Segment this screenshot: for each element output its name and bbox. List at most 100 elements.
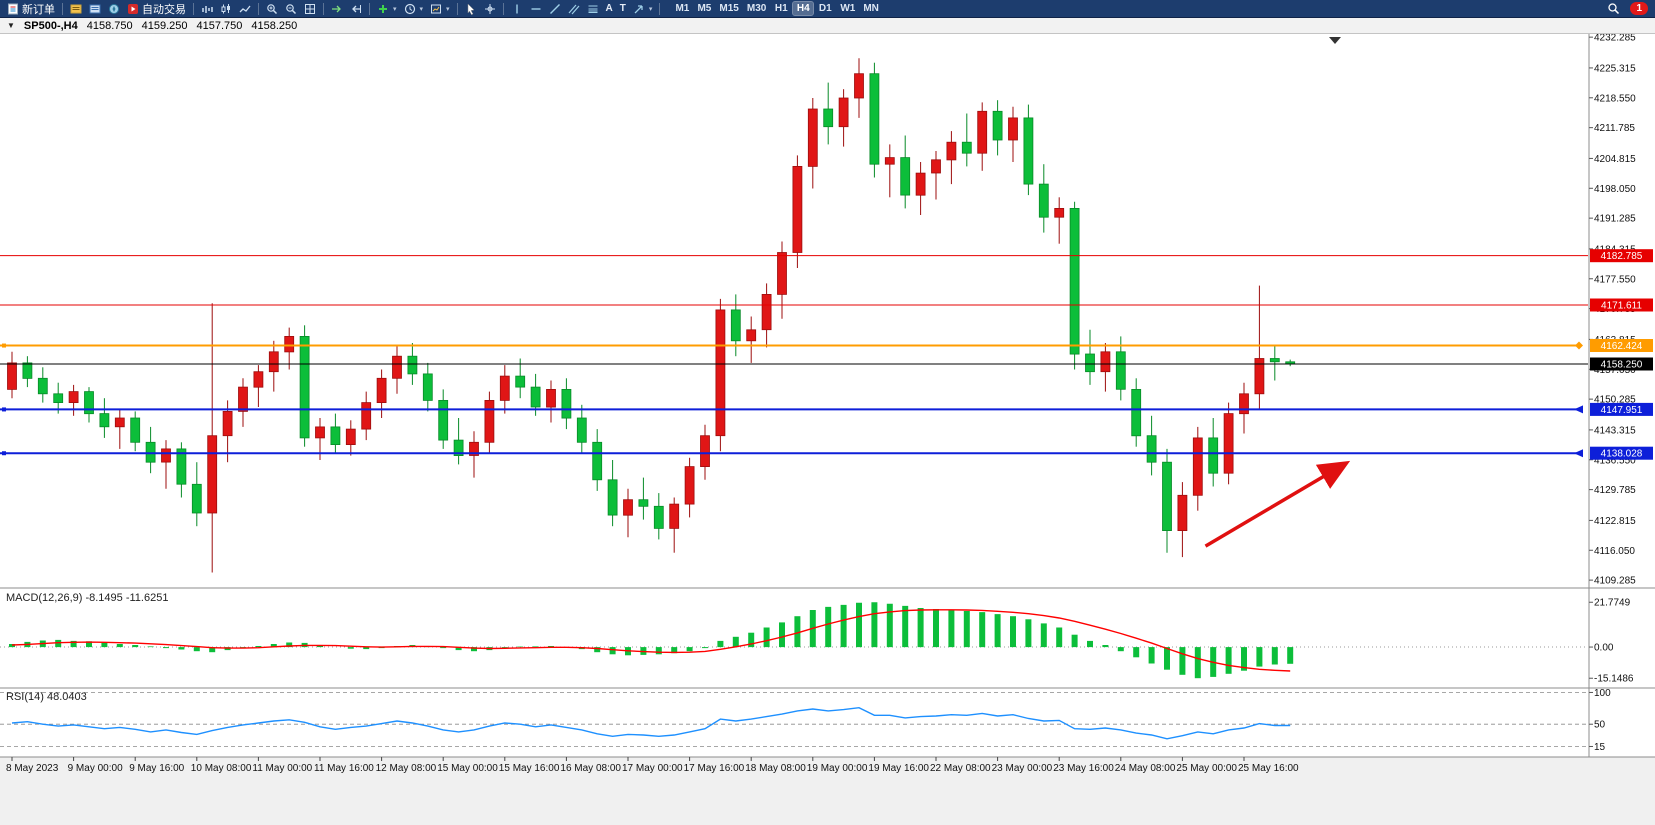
price-tag-label: 4162.424 [1601,341,1643,352]
line-handle[interactable] [2,451,6,456]
crosshair-button[interactable] [481,1,499,17]
ohlc-low: 4157.750 [196,19,243,32]
market-watch-button[interactable] [67,1,85,17]
chart-shift-button[interactable] [347,1,365,17]
trend-arrow-annotation[interactable] [1204,460,1351,548]
chart-menu-icon[interactable]: ▼ [7,21,15,30]
fibonacci-icon [587,3,599,15]
price-axis-label: 4218.550 [1594,93,1636,104]
navigator-button[interactable] [105,1,123,17]
horizontal-line-4182.785[interactable]: 4182.785 [0,249,1653,263]
line-chart-icon [239,3,251,15]
timeframe-button-m5[interactable]: M5 [694,2,714,15]
candlestick-chart-button[interactable] [217,1,235,17]
auto-scroll-button[interactable] [328,1,346,17]
timeframe-button-m30[interactable]: M30 [744,2,769,15]
timeframe-button-m1[interactable]: M1 [672,2,692,15]
search-button[interactable] [1604,1,1623,17]
toolbar-separator [659,2,661,15]
price-axis-label: 4136.550 [1594,455,1636,466]
price-tag [1590,339,1653,352]
timeframe-button-mn[interactable]: MN [860,2,882,15]
price-axis-label: 4109.285 [1594,576,1636,587]
timeframe-button-m15[interactable]: M15 [716,2,741,15]
autotrade-button[interactable]: 自动交易 [124,1,189,17]
search-icon [1607,2,1620,15]
chevron-down-icon: ▾ [419,5,424,13]
horizontal-line-4171.611[interactable]: 4171.611 [0,298,1653,312]
line-end-marker [1575,341,1583,350]
time-axis-label: 17 May 16:00 [684,763,745,774]
channel-button[interactable] [565,1,583,17]
macd-signal-line [11,609,1291,672]
line-handle[interactable] [2,343,6,348]
toolbar-separator [193,2,194,15]
time-axis-label: 9 May 00:00 [68,763,123,774]
timeframe-button-h4[interactable]: H4 [792,1,815,16]
trendline-icon [549,3,561,15]
price-axis-label: 4177.550 [1594,274,1636,285]
horizontal-line-4162.424[interactable]: 4162.424 [0,339,1653,352]
text-button[interactable]: A [603,1,616,17]
ohlc-close: 4158.250 [251,19,298,32]
fibonacci-button[interactable] [584,1,602,17]
line-handle[interactable] [2,407,6,412]
macd-axis-label: 0.00 [1594,643,1614,654]
arrows-icon [633,3,645,15]
data-window-button[interactable] [86,1,104,17]
price-tag [1590,357,1653,371]
ohlc-high: 4159.250 [141,19,188,32]
toolbar-separator [369,2,370,15]
horizontal-line-button[interactable] [527,1,545,17]
trendline-button[interactable] [546,1,564,17]
time-axis-label: 23 May 00:00 [992,763,1053,774]
time-axis-label: 24 May 08:00 [1115,763,1176,774]
time-axis-strip[interactable] [0,757,1655,825]
horizontal-line-4147.951[interactable]: 4147.951 [0,402,1653,416]
periods-button[interactable]: ▾ [401,1,427,17]
crosshair-icon [484,3,496,15]
market-watch-icon [70,3,82,15]
line-end-marker [1574,405,1583,414]
time-axis-label: 11 May 00:00 [252,763,312,774]
new-order-button[interactable]: 新订单 [4,1,58,17]
notification-badge[interactable]: 1 [1630,2,1648,15]
zoom-in-button[interactable] [263,1,281,17]
tile-windows-button[interactable] [301,1,319,17]
chart-symbol-period: SP500-,H4 [23,19,78,32]
text-label-button[interactable]: T [617,1,629,17]
vertical-line-icon [511,3,523,15]
line-chart-button[interactable] [236,1,254,17]
time-axis-label: 8 May 2023 [6,763,59,774]
price-tag-label: 4147.951 [1601,405,1643,416]
macd-axis-label: -15.1486 [1594,674,1634,685]
price-tag-label: 4182.785 [1601,251,1643,262]
timeframe-button-d1[interactable]: D1 [815,2,835,15]
vertical-line-button[interactable] [508,1,526,17]
templates-button[interactable]: ▾ [427,1,453,17]
macd-panel: 21.7749 0.00 -15.1486 MACD(12,26,9) -8.1495… [0,592,1634,685]
time-axis-label: 15 May 00:00 [437,763,498,774]
channel-icon [568,3,580,15]
indicators-button[interactable]: ▾ [374,1,400,17]
zoom-out-button[interactable] [282,1,300,17]
cursor-button[interactable] [462,1,480,17]
horizontal-line-4138.028[interactable]: 4138.028 [0,446,1653,460]
auto-scroll-icon [331,3,343,15]
timeframe-button-h1[interactable]: H1 [771,2,791,15]
timeframe-button-w1[interactable]: W1 [837,2,858,15]
rsi-label: RSI(14) 48.0403 [6,691,87,703]
chart-shift-marker[interactable] [1329,37,1341,44]
chevron-down-icon: ▾ [446,5,450,13]
line-end-marker [1574,449,1583,458]
arrows-button[interactable]: ▾ [630,1,656,17]
horizontal-line-4158.250[interactable]: 4158.250 [0,357,1653,371]
time-axis[interactable]: 8 May 2023 9 May 00:00 9 May 16:00 10 May 0… [6,757,1299,774]
price-axis-label: 4232.285 [1594,33,1636,44]
price-tag [1590,298,1653,312]
time-axis-label: 12 May 08:00 [376,763,437,774]
time-axis-label: 15 May 16:00 [499,763,560,774]
bar-chart-icon [201,3,213,15]
bar-chart-button[interactable] [198,1,216,17]
